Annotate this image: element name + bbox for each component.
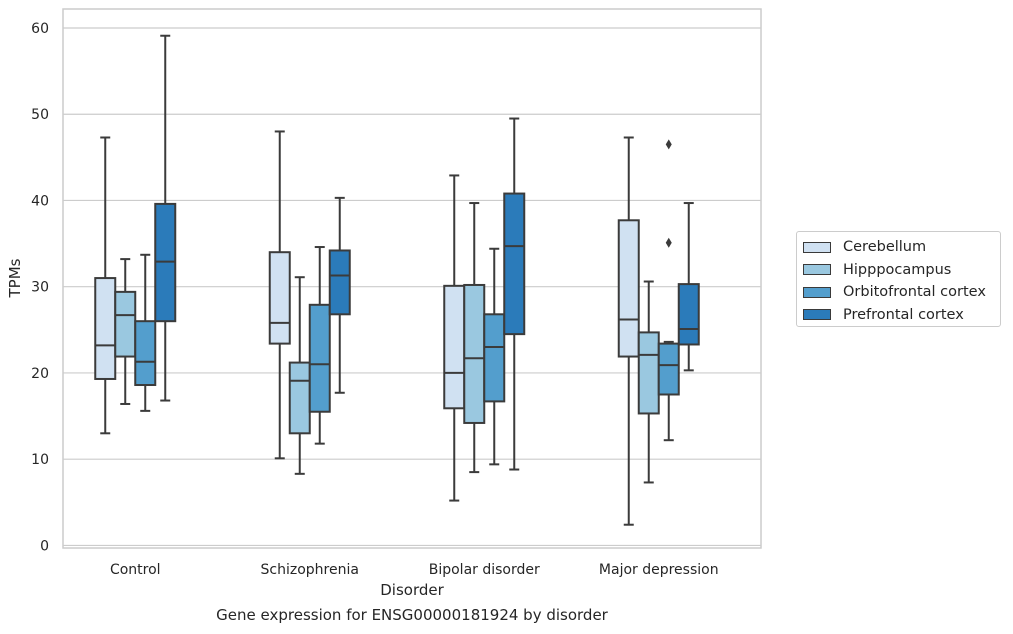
iqr-box — [328, 249, 351, 316]
y-tick-label: 10 — [31, 452, 49, 468]
iqr-box — [637, 331, 660, 415]
y-tick-label: 40 — [31, 193, 49, 209]
iqr-box — [134, 320, 157, 387]
box-orbitofrontal-cortex — [657, 139, 680, 442]
legend-label: Orbitofrontal cortex — [843, 284, 986, 301]
y-axis-title: TPMs — [6, 258, 24, 298]
box-cerebellum — [617, 136, 640, 526]
iqr-box — [308, 303, 331, 413]
x-tick-label: Bipolar disorder — [429, 562, 540, 578]
legend-label: Prefrontal cortex — [843, 306, 964, 323]
plot-area — [62, 8, 762, 549]
box-orbitofrontal-cortex — [483, 247, 506, 466]
x-tick-label: Major depression — [599, 562, 719, 578]
y-tick-label: 20 — [31, 366, 49, 382]
legend-swatch — [803, 286, 831, 298]
x-tick-label: Control — [110, 562, 161, 578]
y-tick-label: 30 — [31, 280, 49, 296]
iqr-box — [657, 342, 680, 396]
gridlines — [63, 27, 761, 547]
legend-label: Hipppocampus — [843, 261, 952, 278]
iqr-box — [483, 313, 506, 403]
x-tick-label: Schizophrenia — [261, 562, 359, 578]
y-tick-label: 0 — [40, 538, 49, 554]
x-axis-ticks: Control Schizophrenia Bipolar disorder Majo… — [110, 562, 719, 578]
x-axis-title: Disorder — [380, 581, 444, 599]
chart-title: Gene expression for ENSG00000181924 by d… — [216, 606, 608, 624]
box-prefrontal-cortex — [328, 196, 351, 394]
box-hipppocampus — [463, 202, 486, 474]
legend-swatch — [803, 309, 831, 321]
box-cerebellum — [268, 130, 291, 460]
iqr-box — [677, 283, 700, 346]
legend-item: Prefrontal cortex — [803, 304, 1000, 327]
iqr-box — [617, 219, 640, 358]
legend-item: Cerebellum — [803, 236, 1000, 259]
legend-swatch — [803, 241, 831, 253]
box-orbitofrontal-cortex — [308, 246, 331, 445]
legend-item: Orbitofrontal cortex — [803, 281, 1000, 304]
legend-label: Cerebellum — [843, 239, 927, 256]
iqr-box — [463, 283, 486, 424]
box-series — [94, 34, 700, 526]
box-prefrontal-cortex — [154, 34, 177, 402]
iqr-box — [114, 290, 137, 358]
legend-item: Hipppocampus — [803, 259, 1000, 282]
iqr-box — [94, 277, 117, 380]
legend: Cerebellum Hipppocampus Orbitofrontal cort… — [796, 231, 1001, 327]
legend-swatch — [803, 264, 831, 276]
iqr-box — [288, 361, 311, 435]
y-axis-ticks: 0 10 20 30 40 50 60 — [31, 21, 49, 554]
box-hipppocampus — [637, 280, 660, 484]
outlier-point — [665, 237, 672, 248]
iqr-box — [268, 251, 291, 345]
box-orbitofrontal-cortex — [134, 253, 157, 412]
y-tick-label: 60 — [31, 21, 49, 37]
y-tick-label: 50 — [31, 107, 49, 123]
iqr-box — [443, 284, 466, 410]
iqr-box — [503, 192, 526, 336]
box-prefrontal-cortex — [677, 202, 700, 372]
box-prefrontal-cortex — [503, 117, 526, 471]
outlier-point — [665, 139, 672, 150]
